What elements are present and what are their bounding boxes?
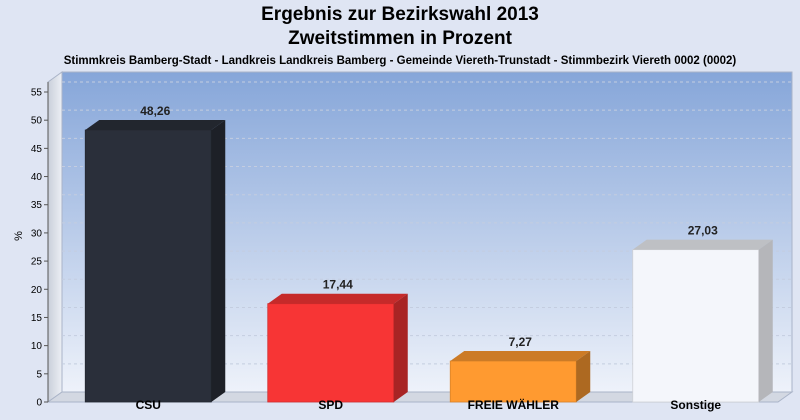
bar-side	[758, 239, 773, 402]
bar-front	[449, 360, 577, 403]
y-tick-label: 55	[31, 88, 43, 99]
bar-top	[632, 239, 773, 250]
bar	[449, 351, 591, 403]
bar-value-label: 48,26	[140, 104, 170, 118]
bar-front	[632, 249, 760, 403]
x-category-label: CSU	[136, 398, 161, 412]
y-axis-label: %	[13, 231, 25, 241]
x-category-label: Sonstige	[670, 398, 721, 412]
bar	[632, 239, 773, 403]
bar-side	[393, 293, 408, 402]
chart-subtitle: Stimmkreis Bamberg-Stadt - Landkreis Lan…	[63, 55, 737, 67]
y-tick-label: 25	[31, 257, 43, 268]
y-tick-label: 5	[36, 369, 42, 380]
bar	[267, 293, 408, 403]
bar-front	[267, 303, 395, 403]
y-tick-label: 10	[31, 341, 43, 352]
y-tick-label: 45	[31, 144, 43, 155]
x-category-label: FREIE WÄHLER	[468, 397, 560, 412]
y-tick-label: 0	[36, 398, 42, 409]
y-tick-label: 30	[31, 228, 43, 239]
bar-top	[267, 293, 408, 304]
bar-side	[211, 119, 226, 403]
y-tick-label: 35	[31, 200, 43, 211]
y-tick-label: 15	[31, 313, 43, 324]
bar-top	[450, 351, 591, 362]
bar-top	[85, 119, 226, 130]
bar-side	[576, 351, 591, 402]
bar-front	[84, 129, 212, 403]
plot-left-wall	[47, 71, 63, 403]
y-tick-label: 40	[31, 172, 43, 183]
chart-title-line2: Zweitstimmen in Prozent	[288, 28, 512, 49]
bar-value-label: 17,44	[323, 278, 353, 292]
bar-value-label: 7,27	[509, 335, 533, 349]
bar	[84, 119, 226, 403]
x-category-label: SPD	[318, 398, 343, 412]
y-tick-label: 20	[31, 285, 43, 296]
bar-value-label: 27,03	[688, 224, 718, 238]
y-tick-label: 50	[31, 116, 43, 127]
chart-title: Ergebnis zur Bezirkswahl 2013	[261, 4, 539, 25]
